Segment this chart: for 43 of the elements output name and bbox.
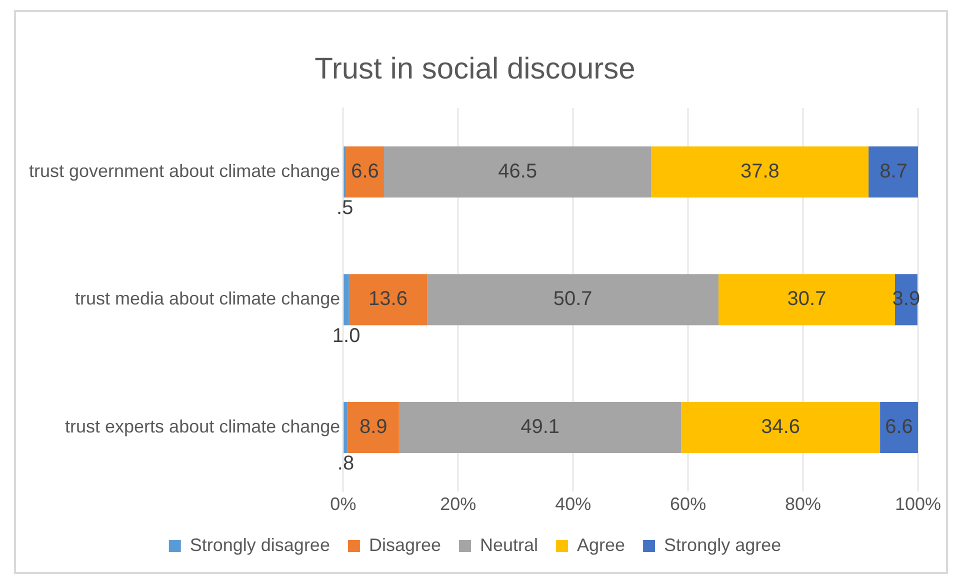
data-label: 49.1	[520, 416, 560, 438]
bar	[398, 402, 682, 454]
y-tick-label: trust experts about climate change	[65, 416, 340, 436]
x-tick-label: 60%	[670, 494, 706, 514]
x-tick-label: 80%	[785, 494, 822, 514]
bar	[344, 402, 348, 454]
chart-title: Trust in social discourse	[314, 52, 636, 86]
data-label: 34.6	[761, 416, 800, 438]
data-label: .5	[336, 196, 354, 219]
data-label: 30.7	[787, 288, 826, 310]
bar	[348, 402, 399, 454]
data-label: 13.6	[368, 288, 408, 310]
legend-label: Neutral	[480, 534, 538, 555]
data-label: 37.8	[740, 160, 780, 182]
bar	[880, 402, 918, 454]
x-tick-label: 40%	[555, 494, 592, 514]
bar	[384, 146, 652, 198]
legend-label: Disagree	[368, 534, 442, 555]
bar	[868, 146, 918, 198]
x-tick-label: 20%	[440, 494, 476, 514]
data-label: 50.7	[553, 288, 592, 310]
data-label: 8.7	[880, 160, 908, 182]
bar	[718, 274, 895, 326]
data-label: 6.6	[885, 416, 913, 438]
bar	[681, 402, 880, 454]
bar	[348, 274, 428, 326]
bar	[346, 146, 384, 198]
legend-label: Agree	[577, 534, 626, 555]
data-label: 6.6	[351, 160, 379, 182]
y-tick-label: trust government about climate change	[28, 160, 340, 181]
bar	[651, 146, 869, 198]
x-tick-label: 0%	[330, 494, 356, 514]
data-label: 46.5	[498, 160, 538, 182]
data-label: 8.9	[359, 416, 388, 438]
data-label: .8	[337, 452, 354, 475]
bar	[344, 146, 346, 198]
legend-label: Strongly disagree	[190, 534, 330, 555]
data-label: 1.0	[332, 324, 360, 347]
bar	[344, 274, 349, 326]
legend-label: Strongly agree	[664, 534, 782, 555]
bar	[427, 274, 719, 326]
y-tick-label: trust media about climate change	[75, 288, 340, 309]
x-tick-label: 100%	[894, 494, 942, 514]
